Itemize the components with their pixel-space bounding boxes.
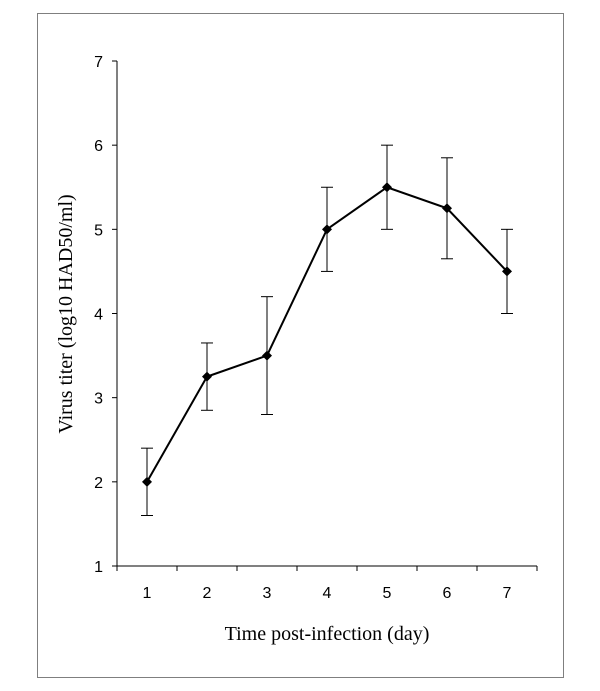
data-point-marker <box>322 224 332 235</box>
x-tick-label: 2 <box>203 585 212 602</box>
y-tick-label: 3 <box>94 391 103 408</box>
y-tick-label: 4 <box>94 307 103 324</box>
x-tick-label: 3 <box>263 585 272 602</box>
x-axis-title: Time post-infection (day) <box>225 623 430 645</box>
x-tick-label: 5 <box>383 585 392 602</box>
x-tick-label: 6 <box>443 585 452 602</box>
data-point-marker <box>382 182 392 193</box>
data-point-marker <box>502 266 512 277</box>
y-axis-title: Virus titer (log10 HAD50/ml) <box>55 194 77 433</box>
y-tick-label: 1 <box>94 559 103 576</box>
y-tick-label: 6 <box>94 138 103 155</box>
axes: 1 2 3 4 5 6 7 1 2 3 4 5 6 7 <box>94 54 538 602</box>
x-tick-label: 1 <box>143 585 152 602</box>
x-tick-label: 7 <box>503 585 512 602</box>
data-point-marker <box>442 203 452 214</box>
y-tick-label: 2 <box>94 475 103 492</box>
y-tick-label: 7 <box>94 54 103 71</box>
chart-frame <box>37 13 564 678</box>
x-tick-label: 4 <box>323 585 332 602</box>
y-tick-label: 5 <box>94 222 103 239</box>
data-point-marker <box>142 476 152 487</box>
data-point-marker <box>262 350 272 361</box>
data-point-marker <box>202 371 212 382</box>
chart-marks <box>141 144 513 516</box>
